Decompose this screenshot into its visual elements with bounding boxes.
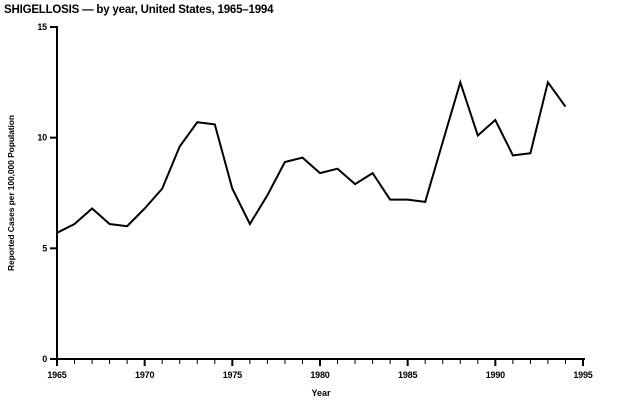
x-tick-label: 1980: [310, 370, 329, 380]
x-tick-label: 1965: [47, 370, 66, 380]
x-tick-label: 1970: [135, 370, 154, 380]
x-tick-label: 1985: [398, 370, 417, 380]
data-line: [56, 78, 567, 234]
x-axis-label: Year: [311, 388, 331, 398]
y-tick-label: 15: [37, 22, 47, 32]
y-tick-label: 10: [37, 133, 47, 143]
chart-title: SHIGELLOSIS — by year, United States, 19…: [4, 4, 274, 16]
x-tick-label: 1995: [573, 370, 592, 380]
y-tick-label: 5: [42, 243, 47, 253]
x-tick-label: 1990: [486, 370, 505, 380]
x-tick-label: 1975: [223, 370, 242, 380]
y-tick-label: 0: [42, 354, 47, 364]
